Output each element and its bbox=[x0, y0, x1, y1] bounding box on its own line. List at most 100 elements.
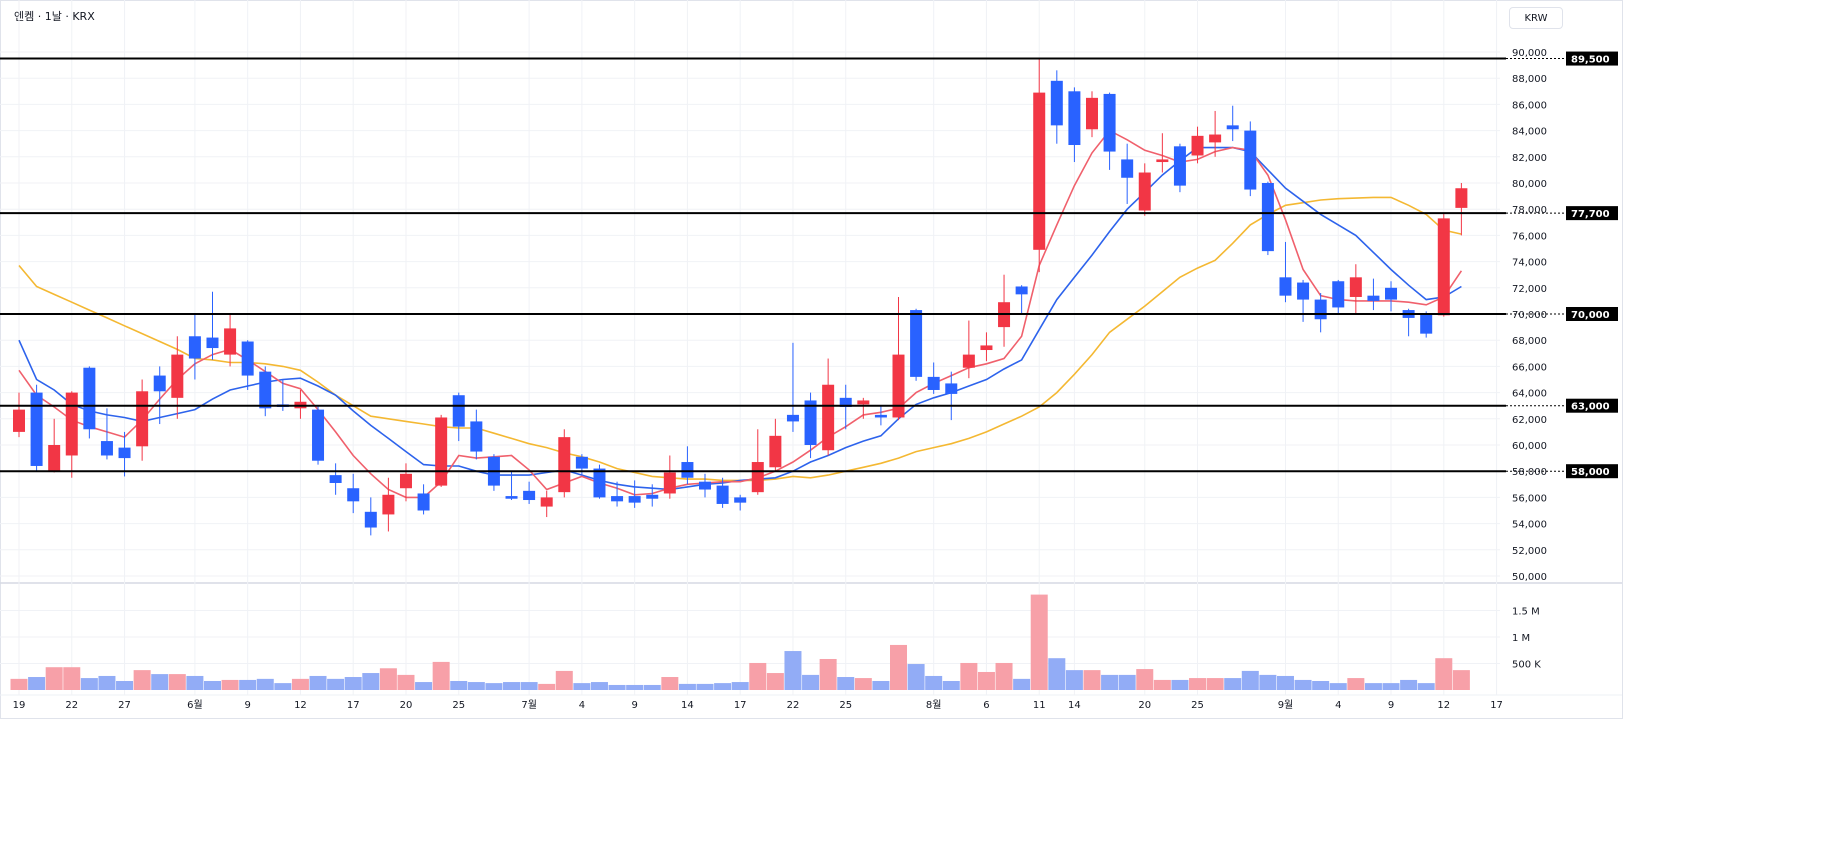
volume-bar bbox=[538, 683, 556, 690]
volume-bar bbox=[1118, 674, 1136, 690]
volume-bar bbox=[731, 682, 749, 690]
time-tick-label: 20 bbox=[400, 700, 413, 711]
candle bbox=[30, 384, 43, 472]
volume-bar bbox=[995, 662, 1013, 690]
volume-bar bbox=[1417, 683, 1435, 690]
volume-bar bbox=[960, 662, 978, 690]
time-tick-label: 12 bbox=[1437, 700, 1450, 711]
volume-bar bbox=[872, 680, 890, 690]
volume-bar bbox=[362, 673, 380, 690]
candle-body bbox=[505, 496, 518, 499]
candle-body bbox=[804, 400, 817, 445]
candle bbox=[347, 473, 360, 514]
candle bbox=[1226, 105, 1239, 142]
candle bbox=[1103, 92, 1116, 170]
time-tick-label: 6 bbox=[983, 700, 989, 711]
candle-body bbox=[312, 409, 325, 461]
candle bbox=[1279, 241, 1292, 303]
candle bbox=[1332, 279, 1345, 314]
volume-bar bbox=[309, 675, 327, 690]
volume-bar bbox=[28, 677, 46, 690]
price-tick-label: 84,000 bbox=[1512, 127, 1547, 138]
candle-body bbox=[663, 472, 676, 494]
price-tick-label: 56,000 bbox=[1512, 493, 1547, 504]
price-tick-label: 70,000 bbox=[1512, 310, 1547, 321]
candle bbox=[945, 371, 958, 421]
candle-body bbox=[751, 462, 764, 493]
volume-bar bbox=[1312, 680, 1330, 690]
volume-bar bbox=[239, 679, 257, 690]
candle-body bbox=[1332, 281, 1345, 308]
candle-body bbox=[399, 473, 412, 489]
volume-bar bbox=[203, 680, 221, 690]
time-tick-label: 6월 bbox=[187, 699, 203, 711]
candle-body bbox=[1226, 125, 1239, 130]
time-tick-label: 14 bbox=[681, 700, 694, 711]
candle bbox=[998, 274, 1011, 347]
candle-body bbox=[1314, 299, 1327, 320]
candle-body bbox=[1420, 314, 1433, 334]
candle bbox=[241, 340, 254, 390]
volume-bar bbox=[784, 651, 802, 690]
candle bbox=[540, 490, 553, 518]
candle bbox=[1349, 264, 1362, 314]
volume-tick-label: 500 K bbox=[1512, 660, 1541, 671]
time-tick-label: 17 bbox=[734, 700, 747, 711]
candle-body bbox=[1209, 134, 1222, 143]
volume-bar bbox=[766, 673, 784, 690]
volume-bar bbox=[626, 684, 644, 690]
candle bbox=[751, 429, 764, 495]
candle-body bbox=[188, 336, 201, 359]
candle bbox=[1402, 308, 1415, 337]
candle-body bbox=[540, 497, 553, 507]
price-tick-label: 64,000 bbox=[1512, 389, 1547, 400]
volume-bar bbox=[45, 667, 63, 690]
volume-bar bbox=[837, 677, 855, 690]
candle bbox=[83, 366, 96, 439]
price-tick-label: 62,000 bbox=[1512, 415, 1547, 426]
currency-button[interactable]: KRW bbox=[1509, 7, 1563, 29]
candle bbox=[980, 332, 993, 362]
candle bbox=[136, 379, 149, 461]
candle bbox=[1156, 133, 1169, 173]
candle bbox=[699, 473, 712, 498]
volume-bar bbox=[1382, 683, 1400, 690]
candle-body bbox=[646, 494, 659, 499]
volume-bar bbox=[608, 684, 626, 690]
candle-body bbox=[786, 414, 799, 422]
candle bbox=[452, 392, 465, 442]
candle-body bbox=[1279, 277, 1292, 296]
volume-bar bbox=[63, 667, 81, 690]
candle-body bbox=[611, 496, 624, 502]
candle bbox=[1209, 110, 1222, 157]
candle-body bbox=[364, 511, 377, 528]
candle bbox=[329, 463, 342, 495]
candle-body bbox=[822, 384, 835, 451]
volume-tick-label: 1.5 M bbox=[1512, 607, 1540, 618]
volume-bar bbox=[467, 682, 485, 690]
candle bbox=[646, 484, 659, 507]
time-tick-label: 4 bbox=[579, 700, 585, 711]
volume-bar bbox=[133, 670, 151, 690]
volume-bar bbox=[291, 678, 309, 690]
candle bbox=[558, 429, 571, 498]
candle bbox=[962, 320, 975, 379]
candle-body bbox=[224, 328, 237, 355]
candle-body bbox=[171, 354, 184, 398]
candle-body bbox=[1050, 80, 1063, 126]
volume-bar bbox=[1171, 679, 1189, 690]
candle bbox=[1420, 311, 1433, 338]
candle bbox=[1050, 70, 1063, 144]
volume-bar bbox=[1206, 678, 1224, 690]
volume-bar bbox=[942, 680, 960, 690]
volume-bar bbox=[1101, 674, 1119, 690]
candle-body bbox=[470, 421, 483, 452]
time-tick-label: 25 bbox=[452, 700, 465, 711]
candle bbox=[259, 366, 272, 417]
volume-bar bbox=[1259, 674, 1277, 690]
candle bbox=[1121, 143, 1134, 204]
volume-bar bbox=[1435, 658, 1453, 690]
volume-bar bbox=[1065, 670, 1083, 690]
candle bbox=[1138, 163, 1151, 216]
